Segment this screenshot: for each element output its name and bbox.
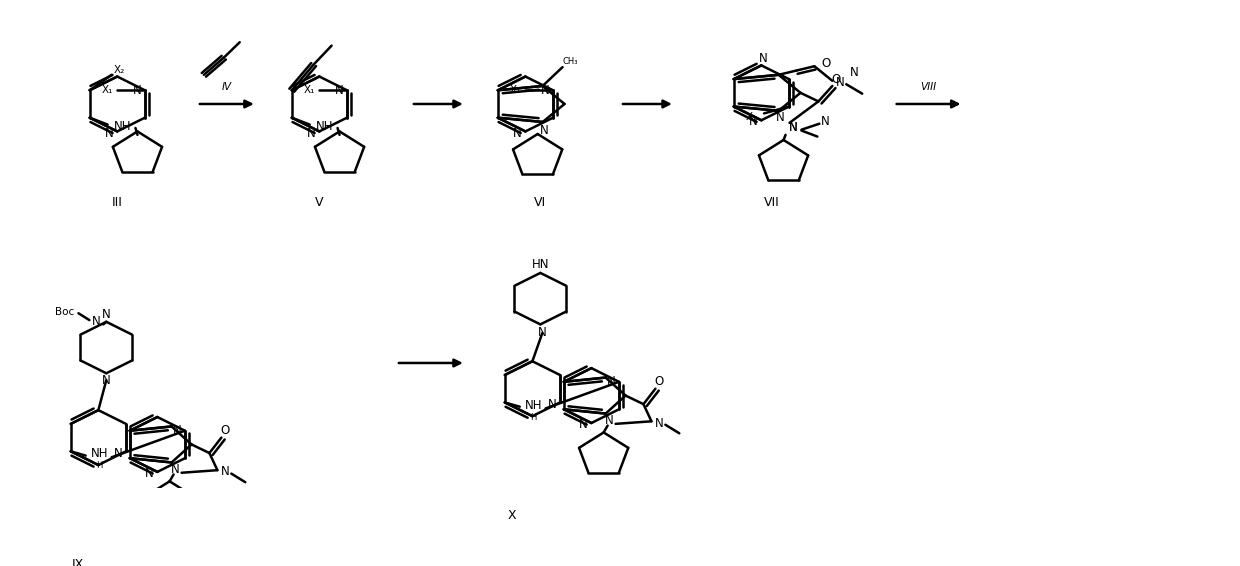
Text: N: N [538, 327, 547, 340]
Text: X₂: X₂ [114, 65, 125, 75]
Text: N: N [513, 127, 522, 140]
Text: NH: NH [525, 398, 542, 411]
Text: N: N [102, 308, 110, 321]
Text: N: N [759, 52, 768, 65]
Text: N: N [821, 115, 830, 127]
Text: O: O [655, 375, 665, 388]
Text: NH: NH [316, 120, 334, 133]
Text: O: O [832, 72, 841, 85]
Text: N: N [145, 467, 154, 480]
Text: VII: VII [764, 196, 779, 209]
Text: N: N [836, 76, 844, 89]
Text: N: N [172, 424, 181, 437]
Text: X₁: X₁ [510, 85, 521, 95]
Text: V: V [315, 196, 324, 209]
Text: N: N [92, 315, 100, 328]
Text: N: N [776, 111, 785, 124]
Text: N: N [605, 414, 614, 427]
Text: N: N [789, 122, 797, 135]
Text: CH₃: CH₃ [563, 58, 578, 66]
Text: N: N [133, 84, 141, 97]
Text: N: N [749, 115, 758, 128]
Text: X: X [507, 509, 516, 522]
Text: VI: VI [534, 196, 547, 209]
Text: N: N [171, 463, 180, 476]
Text: N: N [655, 417, 663, 430]
Text: N: N [849, 66, 858, 79]
Text: Boc: Boc [55, 307, 74, 316]
Text: N: N [548, 398, 557, 411]
Text: IX: IX [72, 558, 84, 566]
Text: N: N [221, 465, 229, 478]
Text: X₁: X₁ [102, 85, 113, 95]
Text: N: N [606, 375, 615, 388]
Text: HN: HN [532, 258, 549, 271]
Text: N: N [541, 84, 549, 97]
Text: H: H [531, 413, 537, 422]
Text: IV: IV [222, 82, 232, 92]
Text: X₁: X₁ [745, 112, 756, 122]
Text: N: N [335, 84, 343, 97]
Text: N: N [541, 124, 549, 137]
Text: VIII: VIII [920, 82, 936, 92]
Text: NH: NH [91, 447, 108, 460]
Text: H: H [97, 461, 103, 470]
Text: O: O [221, 424, 229, 437]
Text: NH: NH [114, 120, 131, 133]
Text: N: N [102, 374, 110, 387]
Text: N: N [308, 127, 316, 140]
Text: N: N [789, 122, 797, 135]
Text: III: III [112, 196, 123, 209]
Text: N: N [114, 447, 123, 460]
Text: N: N [579, 418, 588, 431]
Text: X₁: X₁ [304, 85, 315, 95]
Text: O: O [822, 57, 831, 70]
Text: N: N [105, 127, 114, 140]
